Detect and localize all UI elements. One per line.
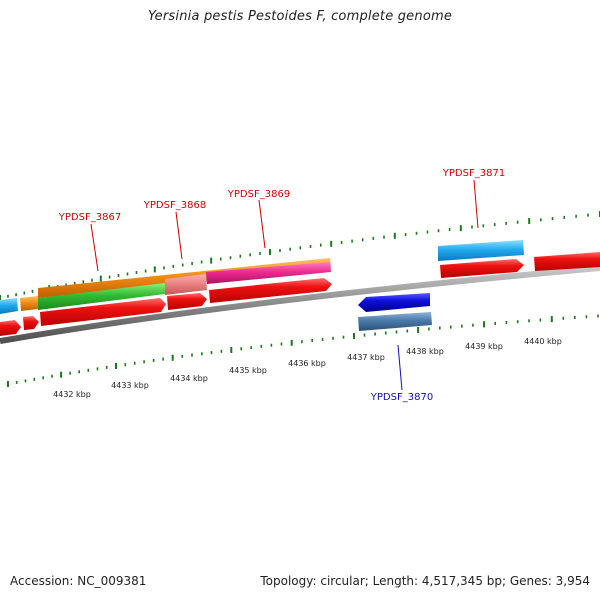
scale-label-4433: 4433 kbp <box>111 381 149 390</box>
feature-track-outer <box>0 240 524 314</box>
callout-line-3870 <box>397 344 403 391</box>
genome-summary-text: Topology: circular; Length: 4,517,345 bp… <box>260 574 590 588</box>
gene-labels: YPDSF_3867 YPDSF_3868 YPDSF_3869 YPDSF_3… <box>58 168 505 403</box>
feature-salmon[interactable] <box>165 274 207 295</box>
cds-arrow-3[interactable] <box>40 298 166 326</box>
gene-label-3867[interactable]: YPDSF_3867 <box>58 212 121 223</box>
callout-line-3869 <box>258 199 266 249</box>
genome-backbone <box>0 265 600 344</box>
feature-steel[interactable] <box>358 312 432 331</box>
feature-pink[interactable] <box>206 262 331 284</box>
feature-cyan-right[interactable] <box>438 240 524 261</box>
cds-reverse-arrow[interactable] <box>358 293 430 312</box>
gene-label-3870[interactable]: YPDSF_3870 <box>370 392 433 403</box>
scale-label-4437: 4437 kbp <box>347 353 385 362</box>
scale-label-4438: 4438 kbp <box>406 347 444 356</box>
scale-labels: 4432 kbp 4433 kbp 4434 kbp 4435 kbp 4436… <box>53 337 562 399</box>
gene-callouts <box>90 179 479 391</box>
gene-label-3869[interactable]: YPDSF_3869 <box>227 189 290 200</box>
cds-arrow-7[interactable] <box>534 252 600 271</box>
cds-arrow-1[interactable] <box>0 320 21 336</box>
callout-line-3867 <box>90 223 99 272</box>
callout-line-3868 <box>175 211 183 260</box>
map-title: Yersinia pestis Pestoides F, complete ge… <box>147 9 453 24</box>
scale-label-4434: 4434 kbp <box>170 374 208 383</box>
outer-tick-ring <box>0 211 600 301</box>
cds-track-reverse <box>358 293 432 331</box>
cds-arrow-5[interactable] <box>209 278 332 303</box>
cds-track-forward <box>0 252 600 336</box>
callout-line-3871 <box>473 179 479 229</box>
scale-label-4436: 4436 kbp <box>288 359 326 368</box>
accession-text: Accession: NC_009381 <box>10 574 147 588</box>
scale-label-4439: 4439 kbp <box>465 342 503 351</box>
gene-label-3871[interactable]: YPDSF_3871 <box>442 168 505 179</box>
feature-orange-small[interactable] <box>20 296 38 311</box>
cds-arrow-4[interactable] <box>167 293 207 310</box>
cds-arrow-6[interactable] <box>440 259 524 278</box>
scale-label-4440: 4440 kbp <box>524 337 562 346</box>
scale-label-4435: 4435 kbp <box>229 366 267 375</box>
feature-cyan-left[interactable] <box>0 298 18 314</box>
feature-green[interactable] <box>38 283 165 310</box>
gene-label-3868[interactable]: YPDSF_3868 <box>143 200 206 211</box>
scale-label-4432: 4432 kbp <box>53 390 91 399</box>
cds-arrow-2[interactable] <box>23 316 39 330</box>
scale-tick-ring <box>7 314 599 387</box>
